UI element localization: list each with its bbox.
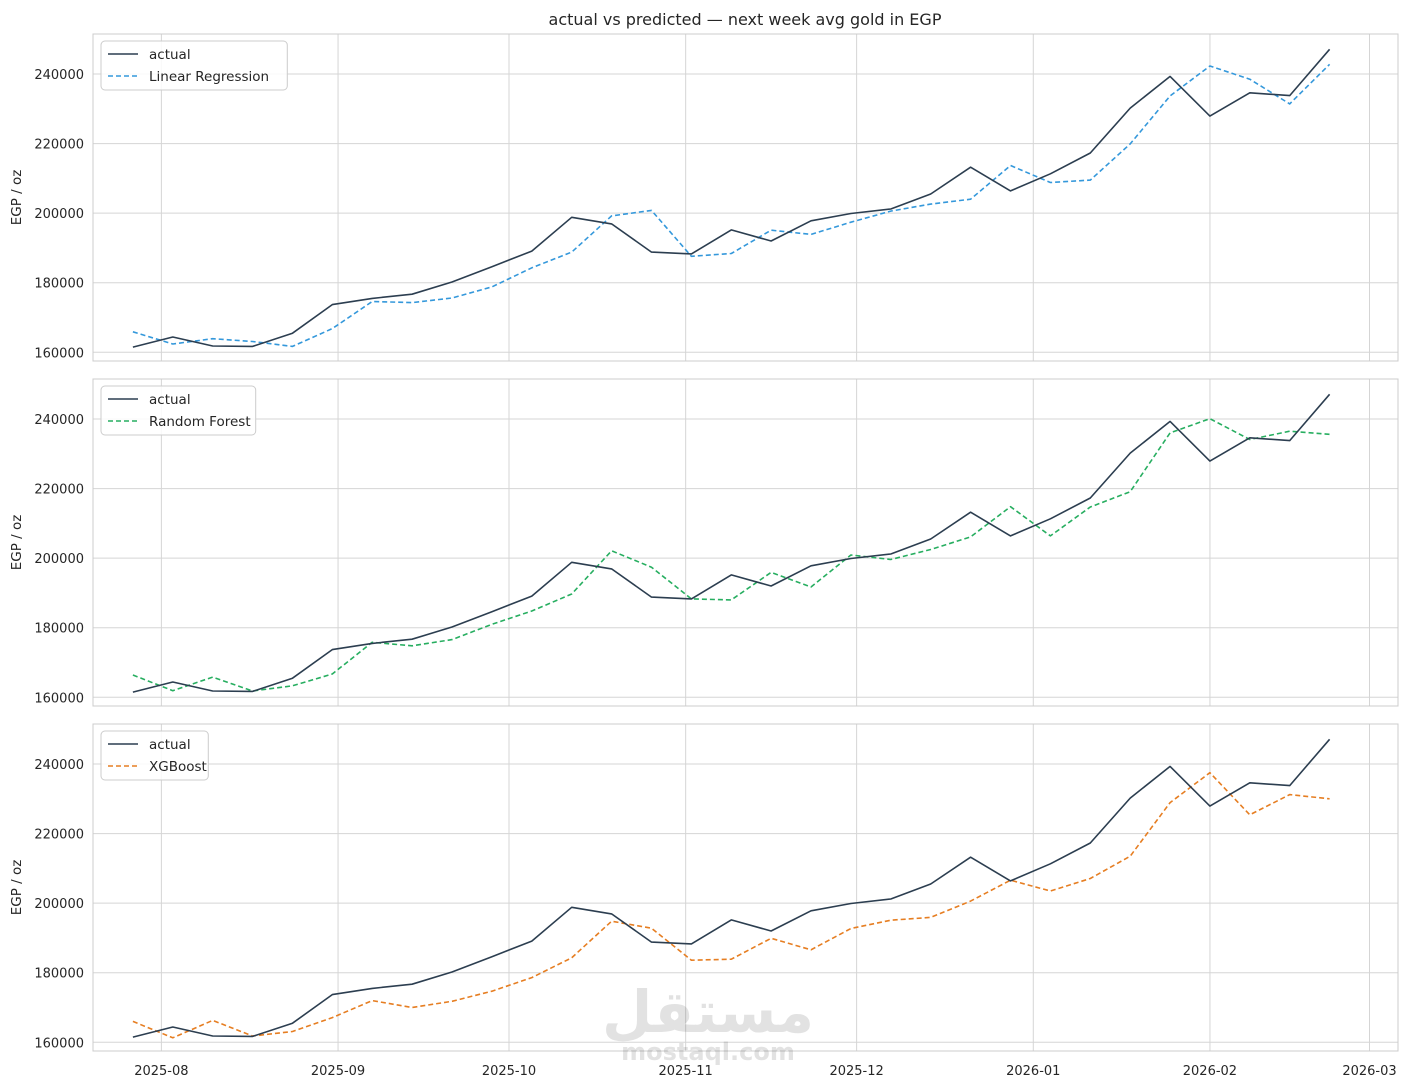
axes-frame [92, 723, 1399, 1052]
legend: actual Random Forest [100, 385, 257, 436]
legend-entry-label: actual [149, 737, 191, 753]
y-tick-label: 160000 [34, 1036, 84, 1051]
y-tick-label: 180000 [34, 277, 84, 292]
chart-title: actual vs predicted — next week avg gold… [549, 10, 942, 29]
legend-entry-label: Random Forest [149, 414, 251, 430]
legend-entry-label: actual [149, 47, 191, 63]
x-tick-label: 2025-08 [134, 1064, 188, 1079]
y-tick-label: 240000 [34, 758, 84, 773]
y-axis-label: EGP / oz [9, 515, 25, 571]
x-tick-label: 2025-11 [658, 1064, 712, 1079]
panels-group: 160000 180000 200000 220000 240000 EGP / oz ac… [9, 33, 1399, 1052]
y-tick-label: 180000 [34, 622, 84, 637]
series-line-actual [132, 48, 1331, 348]
panel-3: 160000 180000 200000 220000 240000 EGP / oz ac… [9, 723, 1399, 1052]
gridlines [93, 724, 1398, 1051]
series-line-random-forest [132, 417, 1330, 692]
gridlines [93, 379, 1398, 706]
y-tick-label: 200000 [34, 207, 84, 222]
x-tick-label: 2025-12 [829, 1064, 883, 1079]
y-axis-label: EGP / oz [9, 170, 25, 226]
legend-entry-label: actual [149, 392, 191, 408]
gridlines [93, 34, 1398, 361]
legend-frame [100, 385, 257, 436]
y-tick-label: 200000 [34, 897, 84, 912]
y-tick-label: 220000 [34, 483, 84, 498]
legend: actual XGBoost [100, 730, 209, 781]
legend-frame [100, 40, 288, 91]
y-tick-label: 200000 [34, 552, 84, 567]
x-tick-label: 2025-09 [311, 1064, 365, 1079]
legend-entry-label: XGBoost [149, 759, 207, 775]
x-tick-label: 2026-02 [1183, 1064, 1237, 1079]
series-line-xgboost [132, 771, 1330, 1039]
legend: actual Linear Regression [100, 40, 288, 91]
watermark-logo: مستقل mostaql.com [602, 978, 814, 1066]
y-axis-label: EGP / oz [9, 860, 25, 916]
y-tick-label: 180000 [34, 967, 84, 982]
y-tick-label: 220000 [34, 828, 84, 843]
y-tick-label: 240000 [34, 413, 84, 428]
y-tick-label: 220000 [34, 138, 84, 153]
y-tick-label: 160000 [34, 691, 84, 706]
x-axis: 2025-08 2025-09 2025-10 2025-11 2025-12 2026-… [134, 1064, 1396, 1079]
x-tick-label: 2025-10 [482, 1064, 536, 1079]
axes-frame [92, 378, 1399, 707]
watermark-arabic-text: مستقل [602, 978, 814, 1046]
y-tick-label: 160000 [34, 346, 84, 361]
x-tick-label: 2026-01 [1006, 1064, 1060, 1079]
watermark-latin-text: mostaql.com [621, 1038, 795, 1066]
panel-1: 160000 180000 200000 220000 240000 EGP / oz ac… [9, 33, 1399, 362]
legend-entry-label: Linear Regression [149, 69, 269, 85]
series-line-linear-regression [132, 63, 1331, 348]
y-tick-label: 240000 [34, 68, 84, 83]
x-tick-label: 2026-03 [1342, 1064, 1396, 1079]
panel-2: 160000 180000 200000 220000 240000 EGP / oz ac… [9, 378, 1399, 707]
series-line-actual [132, 393, 1331, 693]
series-line-actual [132, 738, 1331, 1038]
axes-frame [92, 33, 1399, 362]
